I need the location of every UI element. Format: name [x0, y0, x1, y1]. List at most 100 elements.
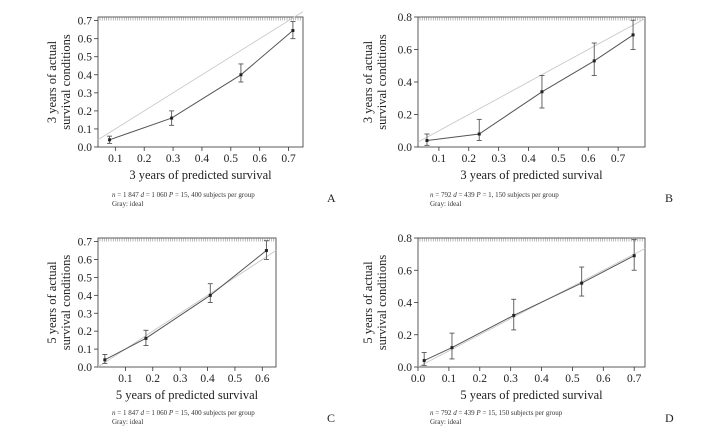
footnote-n-value: = 792	[434, 409, 454, 417]
panel-label: D	[665, 411, 674, 425]
data-point	[477, 132, 481, 136]
x-tick-label: 0.2	[137, 153, 152, 165]
x-tick-label: 0.2	[462, 153, 477, 165]
x-tick-label: 0.5	[551, 153, 566, 165]
data-point	[512, 313, 516, 317]
top-rug-marks	[419, 238, 643, 242]
footnote-n-label: n	[112, 409, 116, 417]
data-point	[170, 116, 174, 120]
data-point	[631, 33, 635, 37]
y-tick-label: 0.4	[78, 290, 93, 302]
footnote-p-label: P	[475, 191, 481, 199]
y-tick-label: 0.5	[78, 272, 93, 284]
x-axis-title: 3 years of predicted survival	[129, 168, 272, 182]
top-rug-marks	[99, 17, 301, 21]
y-axis-title-line-1: 5 years of actual	[361, 261, 375, 344]
calibration-line	[109, 30, 294, 141]
data-point	[208, 293, 212, 297]
y-axis-title-line-1: 3 years of actual	[45, 40, 59, 123]
x-tick-label: 0.5	[228, 373, 243, 385]
plot-frame	[417, 16, 646, 148]
panel-label: A	[327, 191, 336, 205]
footnote-d-label: d	[140, 409, 144, 417]
footnote-n-value: = 792	[434, 191, 454, 199]
x-tick-label: 0.6	[581, 153, 596, 165]
data-point	[592, 59, 596, 63]
footnote-d-label: d	[453, 191, 457, 199]
x-tick-label: 0.4	[200, 373, 215, 385]
legend-note: Gray: ideal	[112, 418, 143, 426]
footnote-n-value: = 1 847	[116, 191, 141, 199]
panel-b: 0.1 0.2 0.3 0.4 0.5 0.6 0.7 0.0 0.2 0.4 0.6 0.8 3 ye…	[361, 12, 673, 208]
x-tick-label: 0.7	[611, 153, 626, 165]
y-tick-label: 0.6	[398, 45, 413, 57]
ideal-line	[417, 248, 646, 368]
footnote-p-label: P	[168, 191, 174, 199]
data-point	[632, 254, 636, 258]
footnote-p-value: = 15, 150 subjects per group	[481, 409, 563, 417]
top-rug-marks	[419, 17, 643, 21]
ideal-line	[97, 11, 304, 141]
calibration-line	[426, 34, 634, 141]
x-tick-label: 0.6	[253, 153, 268, 165]
footnote-d-value: = 1 060	[144, 409, 169, 417]
y-tick-label: 0.4	[398, 77, 413, 89]
stats-footnote: n = 792 d = 439 P = 15, 150 subjects per…	[430, 409, 563, 417]
y-axis-title-line-2: survival conditions	[375, 255, 389, 351]
data-point	[108, 138, 112, 142]
x-tick-label: 0.2	[146, 373, 161, 385]
footnote-p-value: = 15, 400 subjects per group	[173, 409, 255, 417]
data-point	[239, 73, 243, 77]
footnote-n-label: n	[430, 409, 434, 417]
footnote-d-value: = 439	[457, 191, 477, 199]
stats-footnote: n = 1 847 d = 1 060 P = 15, 400 subjects…	[112, 191, 255, 199]
y-axis-title-line-2: survival conditions	[375, 34, 389, 130]
data-point	[422, 359, 426, 363]
data-point	[103, 358, 107, 362]
legend-note: Gray: ideal	[430, 200, 461, 208]
footnote-n-label: n	[430, 191, 434, 199]
legend-note: Gray: ideal	[112, 200, 143, 208]
y-tick-label: 0.0	[78, 362, 93, 374]
data-point	[291, 29, 295, 33]
y-tick-label: 0.8	[398, 12, 413, 24]
data-point	[144, 336, 148, 340]
x-axis-title: 3 years of predicted survival	[460, 168, 603, 182]
y-tick-label: 0.6	[78, 255, 93, 267]
footnote-p-label: P	[168, 409, 174, 417]
y-tick-label: 0.2	[398, 330, 413, 342]
y-tick-label: 0.7	[78, 16, 93, 28]
x-tick-label: 0.3	[166, 153, 181, 165]
y-tick-label: 0.7	[78, 237, 93, 249]
ideal-line	[417, 18, 646, 143]
x-tick-label: 0.6	[596, 373, 611, 385]
x-tick-label: 0.5	[224, 153, 239, 165]
y-axis-title-line-1: 5 years of actual	[45, 261, 59, 344]
footnote-n-label: n	[112, 191, 116, 199]
x-tick-label: 0.4	[534, 373, 549, 385]
y-tick-label: 0.2	[78, 326, 93, 338]
y-tick-label: 0.2	[78, 106, 93, 118]
x-tick-label: 0.3	[491, 153, 506, 165]
y-tick-label: 0.0	[398, 142, 413, 154]
footnote-d-label: d	[453, 409, 457, 417]
footnote-d-value: = 1 060	[144, 191, 169, 199]
stats-footnote: n = 792 d = 439 P = 1, 150 subjects per …	[430, 191, 559, 199]
panel-c: 0.1 0.2 0.3 0.4 0.5 0.6 0.0 0.1 0.2 0.3 0.4 0.5 0.6 0…	[45, 237, 335, 426]
footnote-d-value: = 439	[457, 409, 477, 417]
y-tick-label: 0.3	[78, 88, 93, 100]
panel-label: C	[327, 411, 335, 425]
calibration-line	[423, 255, 635, 362]
plot-frame	[97, 237, 277, 368]
y-tick-label: 0.4	[398, 298, 413, 310]
footnote-p-label: P	[475, 409, 481, 417]
data-point	[450, 346, 454, 350]
x-tick-label: 0.1	[442, 373, 457, 385]
x-tick-label: 0.3	[503, 373, 518, 385]
x-tick-label: 0.1	[108, 153, 123, 165]
data-point	[580, 281, 584, 285]
data-point	[264, 249, 268, 253]
x-tick-label: 0.6	[255, 373, 270, 385]
y-tick-label: 0.3	[78, 308, 93, 320]
